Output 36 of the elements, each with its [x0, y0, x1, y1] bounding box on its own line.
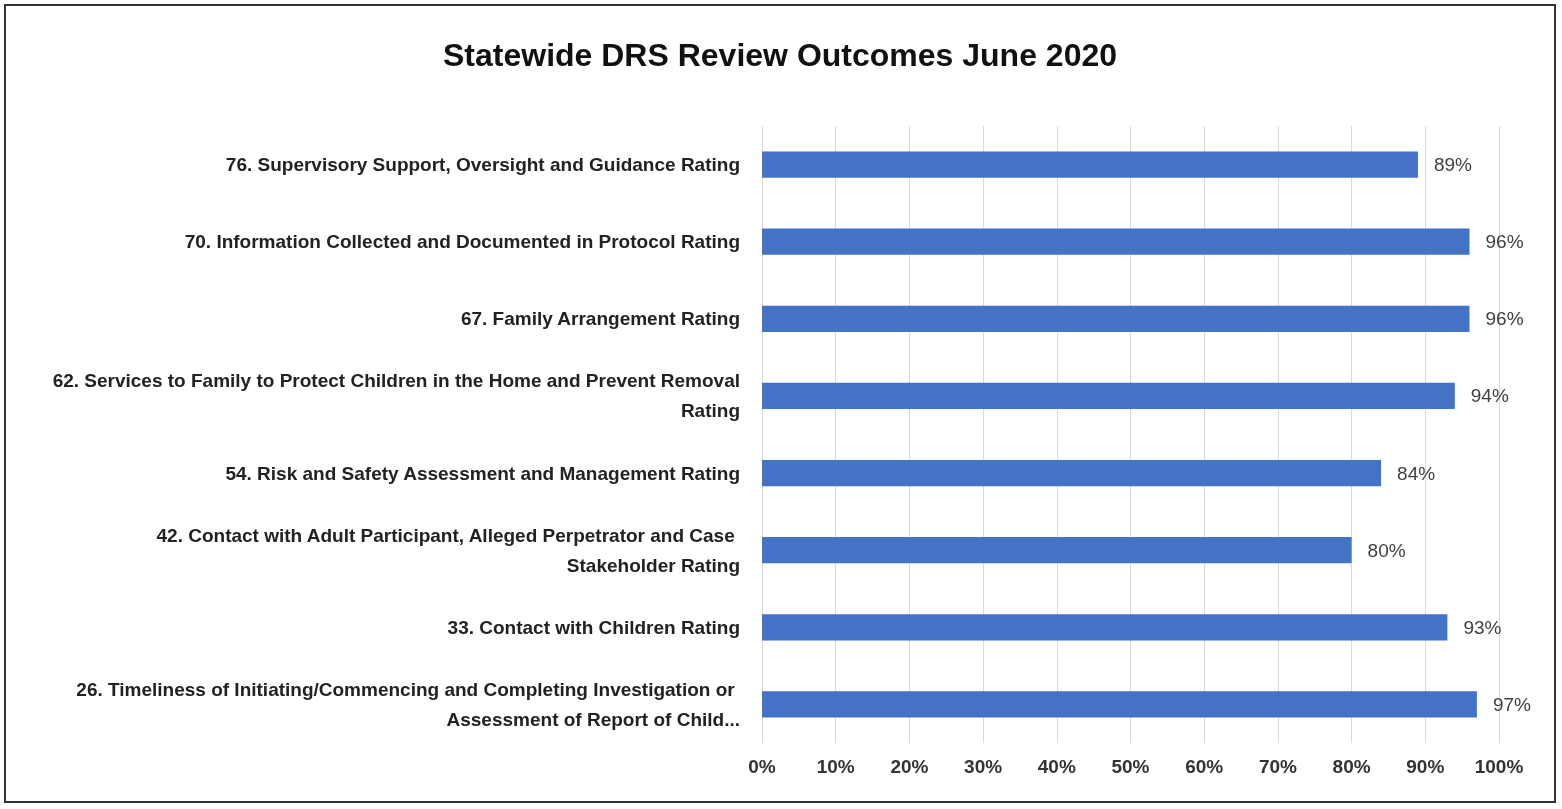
data-label: 96%: [1485, 231, 1524, 253]
y-tick-label: 62. Services to Family to Protect Children in the Home and Prevent Removal Rating: [52, 370, 740, 422]
y-tick-label: 42. Contact with Adult Participant, Alleged Perpetrator and Case Stakeholder Rating: [156, 524, 740, 576]
y-tick-label: 67. Family Arrangement Rating: [460, 308, 740, 330]
x-tick-label: 0%: [748, 756, 776, 777]
bar: [762, 228, 1470, 255]
data-label: 93%: [1463, 616, 1502, 638]
data-label: 96%: [1485, 308, 1524, 330]
data-label: 84%: [1397, 462, 1436, 484]
x-tick-label: 30%: [964, 756, 1003, 777]
y-tick-label: 26. Timeliness of Initiating/Commencing and Completing Investigation or Assessment of Report of Child...: [76, 678, 740, 730]
bar: [762, 537, 1352, 564]
y-tick-label: 33. Contact with Children Rating: [447, 616, 740, 638]
bar: [762, 614, 1448, 641]
data-label: 80%: [1367, 539, 1406, 561]
bar: [762, 459, 1382, 487]
bar: [762, 305, 1470, 332]
x-tick-label: 60%: [1185, 756, 1224, 777]
y-tick-label: 54. Risk and Safety Assessment and Management Rating: [225, 462, 740, 484]
x-tick-label: 10%: [816, 756, 855, 777]
x-tick-label: 50%: [1111, 756, 1150, 777]
bar: [762, 151, 1418, 178]
data-label: 97%: [1492, 693, 1532, 715]
y-tick-label: 76. Supervisory Support, Oversight and Guidance Rating: [225, 154, 740, 176]
y-tick-label: 70. Information Collected and Documented in Protocol Rating: [184, 231, 740, 253]
x-tick-label: 20%: [890, 756, 929, 777]
chart-title: Statewide DRS Review Outcomes June 2020: [442, 37, 1118, 73]
data-label: 94%: [1470, 385, 1509, 407]
x-tick-label: 90%: [1406, 756, 1445, 777]
data-label: 89%: [1433, 154, 1473, 176]
x-tick-label: 40%: [1037, 756, 1076, 777]
x-tick-label: 80%: [1332, 756, 1371, 777]
bar: [762, 691, 1477, 718]
x-tick-label: 70%: [1258, 756, 1298, 777]
bar: [762, 382, 1455, 410]
x-tick-label: 100%: [1474, 756, 1524, 777]
